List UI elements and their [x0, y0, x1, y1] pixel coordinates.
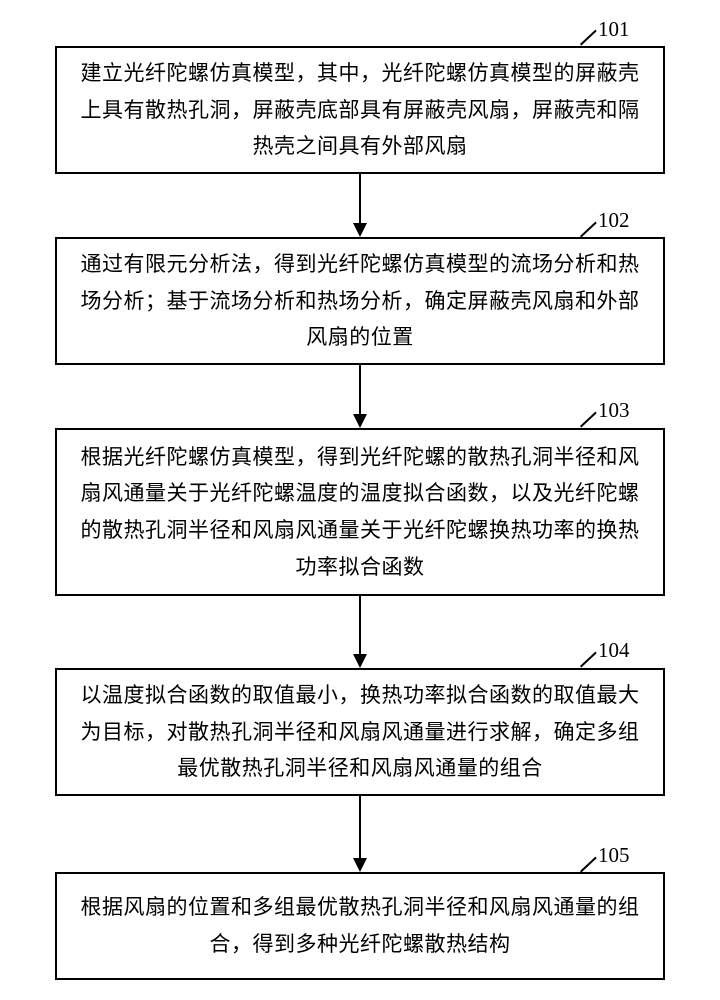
- flowchart-canvas: 建立光纤陀螺仿真模型，其中，光纤陀螺仿真模型的屏蔽壳上具有散热孔洞，屏蔽壳底部具…: [0, 0, 720, 1000]
- flowchart-arrow: [0, 0, 720, 1000]
